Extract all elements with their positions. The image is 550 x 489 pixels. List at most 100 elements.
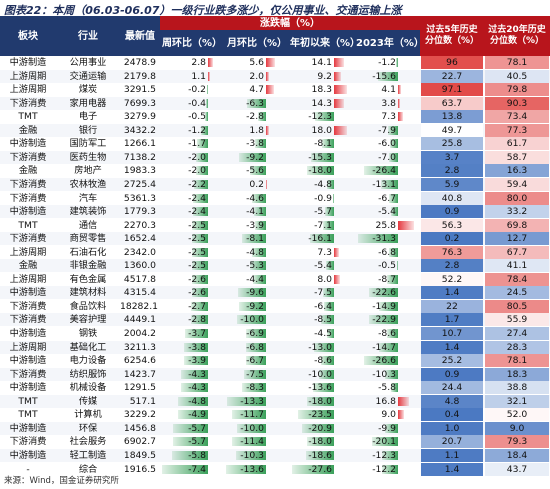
latest-value-cell: 4517.8 [123, 273, 156, 285]
y2023-value: 4.1 [381, 84, 396, 96]
industry-cell: 有色金属 [69, 273, 107, 285]
mom-bar [236, 423, 266, 433]
y2023-bar [390, 139, 398, 149]
table-row: 中游制造 环保 1456.8 -5.7 -10.0 -20.9 -9.9 1.0 9.0 [0, 421, 550, 435]
y2023-value: 16.8 [375, 395, 396, 407]
mom-bar [253, 207, 266, 217]
mom-bar [243, 369, 266, 379]
sector-cell: 上游周期 [9, 70, 47, 82]
y2023-value: -5.8 [378, 382, 396, 394]
wow-bar [192, 220, 208, 230]
ytd-value: 18.3 [311, 84, 332, 96]
wow-value: -4.9 [188, 409, 206, 421]
ytd-value: -23.5 [308, 409, 332, 421]
table-row: 中游制造 电力设备 6254.6 -3.9 -6.7 -8.6 -26.6 25.2 78.1 [0, 354, 550, 368]
pct-5y-cell: 2.8 [421, 259, 483, 273]
table-row: 上游周期 煤炭 3291.5 -0.2 4.7 18.3 4.1 97.1 79.8 [0, 83, 550, 97]
wow-bar [193, 207, 208, 217]
sector-cell: 中游制造 [9, 449, 47, 461]
mom-value: -3.8 [246, 138, 264, 150]
pct-20y-cell: 67.7 [485, 245, 549, 259]
sector-cell: 中游制造 [9, 328, 47, 339]
latest-value-cell: 1983.3 [123, 165, 156, 177]
wow-value: -3.9 [188, 355, 206, 367]
y2023-value: 9.0 [381, 409, 396, 421]
pct-20y-cell: 24.5 [485, 286, 549, 300]
ytd-value: -7.5 [314, 287, 332, 299]
sector-cell: 下游消费 [9, 178, 47, 190]
mom-value: -4.6 [246, 192, 264, 204]
latest-value-cell: 517.1 [129, 395, 156, 407]
y2023-bar [398, 396, 409, 406]
industry-cell: 通信 [78, 219, 98, 231]
mom-value: -10.3 [240, 449, 264, 461]
latest-value-cell: 18282.1 [120, 300, 158, 312]
y2023-bar [389, 193, 398, 203]
latest-value-cell: 1652.4 [123, 233, 156, 245]
y2023-bar [397, 261, 398, 271]
wow-value: -2.6 [188, 273, 206, 285]
wow-bar [192, 261, 208, 271]
mom-value: -6.7 [246, 355, 264, 367]
mom-bar [266, 179, 267, 189]
pct-20y-cell: 77.3 [485, 123, 549, 137]
ytd-bar [314, 342, 334, 352]
wow-bar [172, 423, 208, 433]
header-change-group: 涨跌幅（%） [160, 16, 420, 30]
mom-bar [226, 464, 266, 474]
mom-bar [242, 234, 266, 244]
header-pct-5y: 过去5年历史分位数（%） [420, 16, 484, 56]
mom-value: -6.3 [246, 97, 264, 109]
mom-value: 4.7 [249, 84, 264, 96]
ytd-bar [322, 288, 334, 298]
pct-5y-cell: 22 [421, 299, 483, 313]
table-row: 上游周期 基础化工 3211.3 -3.8 -6.8 -13.0 -14.7 1.4 28.3 [0, 340, 550, 354]
mom-value: -6.9 [246, 328, 264, 339]
wow-value: -2.6 [188, 287, 206, 299]
sector-cell: 下游消费 [9, 233, 47, 245]
table-row: TMT 传媒 517.1 -4.8 -13.3 -18.0 16.8 4.8 32.1 [0, 394, 550, 408]
wow-value: -2.2 [188, 178, 206, 190]
pct-5y-cell: 1.0 [421, 421, 483, 435]
industry-cell: 电力设备 [69, 355, 107, 367]
y2023-value: -10.3 [372, 368, 396, 380]
wow-bar [192, 247, 208, 257]
wow-bar [190, 315, 208, 325]
latest-value-cell: 3432.2 [123, 124, 156, 136]
mom-bar [254, 139, 266, 149]
sector-cell: - [26, 463, 30, 475]
table-row: 下游消费 家用电器 7699.3 -0.4 -6.3 14.3 3.8 63.7 90.3 [0, 96, 550, 110]
ytd-value: -4.5 [314, 328, 332, 339]
ytd-bar [315, 112, 334, 122]
pct-5y-cell: 97.1 [421, 83, 483, 97]
ytd-bar [309, 234, 334, 244]
pct-20y-cell: 12.7 [485, 232, 549, 246]
sector-cell: 下游消费 [9, 300, 47, 312]
wow-bar [185, 329, 208, 338]
sector-cell: TMT [18, 219, 38, 231]
mom-value: 1.8 [249, 124, 264, 136]
ytd-bar [325, 207, 334, 217]
pct-5y-cell: 1.4 [421, 286, 483, 300]
ytd-value: -18.0 [308, 395, 332, 407]
mom-bar [254, 220, 266, 230]
latest-value-cell: 3229.2 [123, 409, 156, 421]
industry-cell: 轻工制造 [69, 449, 107, 461]
y2023-bar [364, 356, 398, 366]
mom-bar [252, 193, 266, 203]
industry-cell: 机械设备 [69, 382, 107, 394]
latest-value-cell: 6902.7 [123, 436, 156, 448]
sector-cell: TMT [18, 395, 38, 407]
pct-5y-cell: 0.2 [421, 232, 483, 246]
pct-20y-cell: 79.8 [485, 83, 549, 97]
y2023-bar [387, 125, 398, 135]
table-row: 中游制造 钢铁 2004.2 -3.7 -6.9 -4.5 -8.6 10.7 27.4 [0, 327, 550, 340]
y2023-value: -1.2 [378, 57, 396, 68]
sector-cell: 下游消费 [9, 151, 47, 163]
y2023-bar [379, 342, 398, 352]
pct-5y-cell: 1.7 [421, 313, 483, 327]
mom-bar [253, 274, 266, 284]
sector-cell: 中游制造 [9, 138, 47, 150]
pct-20y-cell: 32.1 [485, 394, 549, 408]
pct-20y-cell: 78.4 [485, 272, 549, 286]
